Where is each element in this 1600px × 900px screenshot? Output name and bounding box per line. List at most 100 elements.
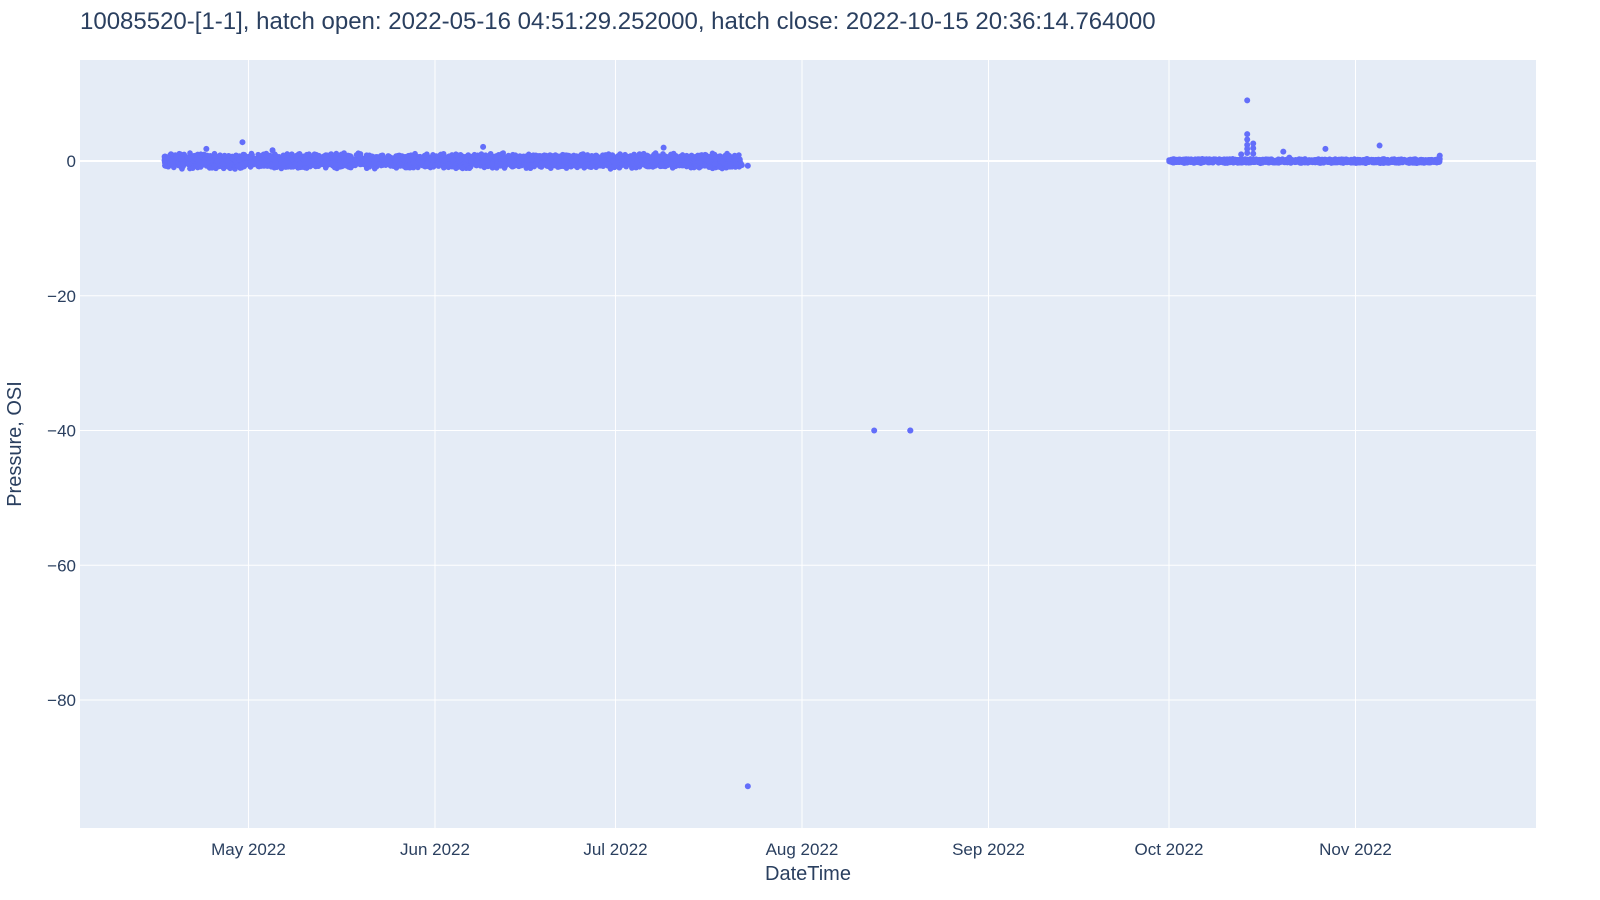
y-tick-label: −80 [47, 691, 76, 710]
data-point [214, 158, 221, 165]
data-point [225, 158, 231, 164]
data-point [195, 162, 202, 169]
data-point [551, 160, 557, 167]
data-point [521, 161, 528, 168]
x-tick-label: Aug 2022 [766, 840, 839, 859]
data-point [165, 154, 171, 161]
data-point [206, 154, 212, 161]
x-tick-label: Jul 2022 [583, 840, 647, 859]
data-point [489, 161, 495, 168]
y-tick-label: −60 [47, 556, 76, 575]
data-point [1364, 159, 1371, 165]
data-point [603, 161, 610, 168]
data-point [654, 157, 661, 163]
data-point [348, 161, 355, 168]
data-point [243, 154, 249, 161]
data-point [541, 154, 548, 161]
grid-lines [80, 60, 1536, 828]
data-point [1420, 159, 1426, 165]
data-point [507, 159, 514, 165]
data-point [220, 165, 227, 172]
data-point [284, 155, 291, 161]
data-point [239, 139, 246, 146]
data-point [668, 160, 674, 167]
data-point [1281, 159, 1287, 165]
x-tick-label: Sep 2022 [952, 840, 1025, 859]
data-point [492, 154, 499, 161]
data-point [511, 160, 518, 167]
data-point [1236, 159, 1242, 165]
data-point [408, 152, 414, 158]
data-point [562, 159, 569, 165]
data-point [1212, 156, 1219, 162]
data-point [280, 161, 286, 168]
data-point [633, 160, 640, 166]
data-point [1328, 159, 1335, 165]
data-point [662, 155, 669, 161]
data-point [871, 427, 878, 434]
data-point [744, 783, 751, 790]
x-tick-label: May 2022 [211, 840, 286, 859]
data-point [1250, 140, 1257, 147]
data-point [201, 159, 208, 166]
data-point [533, 161, 539, 168]
data-point [404, 164, 411, 171]
data-point [292, 153, 299, 159]
data-point [733, 161, 740, 167]
data-point [907, 427, 914, 434]
data-point [1205, 158, 1212, 165]
x-axis-ticks: May 2022 Jun 2022 Jul 2022 Aug 2022 Sep 2022… [211, 840, 1392, 859]
data-point [280, 152, 287, 159]
data-point [297, 160, 303, 167]
data-point [481, 164, 488, 171]
data-point [744, 162, 751, 169]
data-point [629, 155, 636, 161]
data-point [173, 154, 179, 160]
data-point [578, 158, 585, 164]
data-point [186, 161, 193, 167]
data-point [268, 161, 275, 168]
y-tick-label: −20 [47, 287, 76, 306]
data-point [305, 160, 311, 166]
data-point [596, 162, 602, 169]
data-point [658, 161, 665, 168]
data-point [1190, 159, 1197, 165]
data-point [329, 160, 335, 167]
data-point [1250, 150, 1257, 157]
data-point [432, 162, 439, 168]
data-point [544, 160, 551, 166]
data-point [538, 161, 544, 167]
data-point [1286, 154, 1293, 161]
data-point [1244, 149, 1251, 156]
data-points [161, 97, 1443, 790]
data-point [184, 154, 191, 161]
data-point [256, 160, 263, 166]
data-point [405, 156, 412, 163]
data-point [1375, 158, 1382, 165]
data-point [168, 151, 174, 157]
data-point [606, 153, 613, 160]
data-point [727, 161, 734, 168]
data-point [1186, 158, 1193, 165]
data-point [484, 159, 491, 166]
data-point [497, 161, 504, 167]
data-point [1370, 158, 1376, 165]
data-point [236, 156, 242, 163]
data-point [669, 153, 676, 160]
data-point [469, 153, 475, 160]
data-point [1245, 158, 1251, 165]
data-point [564, 153, 570, 160]
data-point [1383, 159, 1390, 166]
plot-area[interactable] [80, 60, 1536, 828]
data-point [707, 164, 713, 170]
data-point [317, 156, 323, 163]
data-point [195, 158, 202, 164]
data-point [1222, 160, 1228, 166]
data-point [1226, 157, 1233, 164]
data-point [716, 164, 723, 170]
x-tick-label: Oct 2022 [1134, 840, 1203, 859]
data-point [1291, 158, 1298, 164]
data-point [696, 159, 703, 166]
data-point [357, 153, 364, 160]
